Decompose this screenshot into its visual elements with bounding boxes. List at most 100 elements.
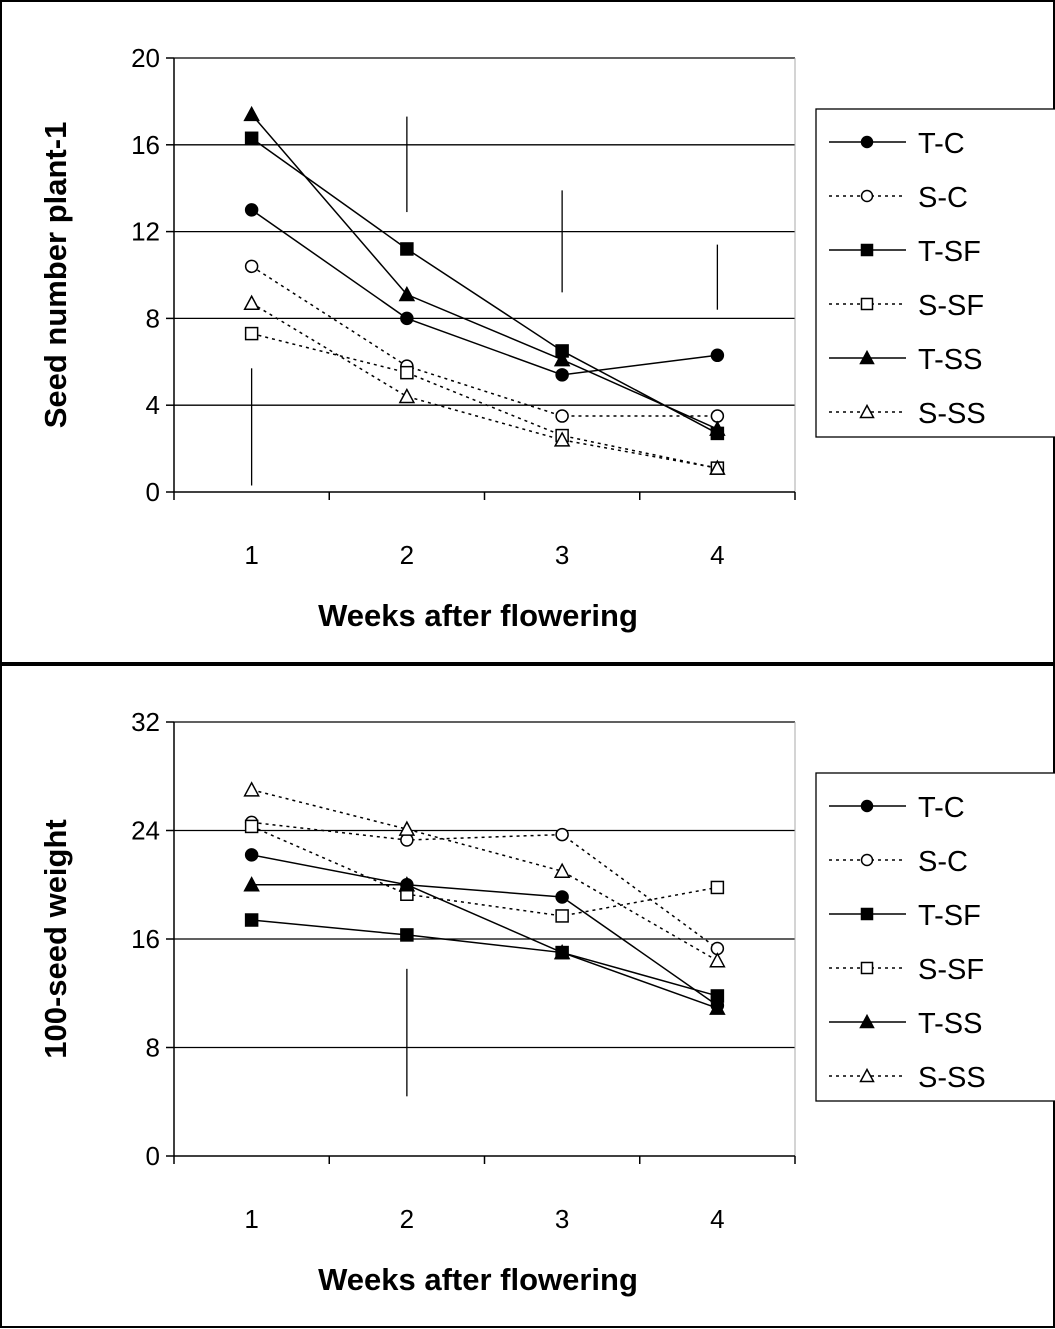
data-point-t-ss xyxy=(709,420,726,436)
data-point-s-ss xyxy=(709,952,726,968)
y-tick-label: 16 xyxy=(131,924,160,954)
x-tick-label: 2 xyxy=(400,1204,414,1234)
y-tick-label: 8 xyxy=(146,1033,160,1063)
data-point-s-ss xyxy=(243,294,260,310)
legend-label: S-SS xyxy=(918,398,986,430)
x-axis-title: Weeks after flowering xyxy=(318,1262,638,1297)
y-tick-label: 0 xyxy=(146,477,160,507)
data-point-s-sf xyxy=(555,909,569,923)
data-point-t-ss xyxy=(243,876,260,892)
y-tick-label: 24 xyxy=(131,816,160,846)
data-point-t-c xyxy=(244,203,259,217)
y-tick-label: 0 xyxy=(146,1141,160,1171)
legend-box xyxy=(815,772,1055,1102)
legend: T-C S-C T-SF S-SF T-SS S-SS xyxy=(815,772,1055,1102)
series-line-s-ss xyxy=(251,789,718,962)
data-point-t-ss xyxy=(243,105,260,122)
data-point-t-sf xyxy=(400,928,414,942)
legend-label: T-C xyxy=(918,792,965,824)
data-point-t-c xyxy=(555,890,569,904)
data-point-t-sf xyxy=(244,913,259,927)
legend-label: S-SF xyxy=(918,290,984,322)
data-point-t-c xyxy=(400,311,414,326)
legend-marker xyxy=(860,243,874,257)
data-point-t-c xyxy=(555,368,569,382)
x-tick-label: 4 xyxy=(710,1204,724,1234)
y-tick-label: 4 xyxy=(146,390,160,420)
legend-marker xyxy=(860,799,874,813)
data-point-s-ss xyxy=(398,387,416,404)
legend-label: S-C xyxy=(918,846,968,878)
y-axis-title: 100-seed weight xyxy=(38,819,73,1058)
data-point-t-sf xyxy=(244,131,259,146)
legend-marker xyxy=(859,403,875,419)
data-point-s-ss xyxy=(243,781,260,797)
data-point-s-ss xyxy=(709,459,726,475)
legend-marker xyxy=(860,135,874,149)
legend-marker xyxy=(860,297,874,311)
data-point-t-c xyxy=(710,348,725,363)
data-point-s-sf xyxy=(400,365,414,380)
data-point-s-c xyxy=(710,409,725,423)
x-tick-label: 3 xyxy=(555,1204,569,1234)
series-line-t-sf xyxy=(251,137,718,435)
y-tick-label: 8 xyxy=(146,303,160,333)
x-tick-label: 3 xyxy=(555,540,569,570)
data-point-t-ss xyxy=(553,351,571,367)
seed-weight-chart: 0 8 16 24 32 1 2 3 4 100-seed weight Weeks after… xyxy=(0,664,1055,1328)
data-point-s-ss xyxy=(553,431,571,447)
legend-label: T-C xyxy=(918,128,965,160)
y-tick-label: 20 xyxy=(131,43,160,73)
legend-label: S-SS xyxy=(918,1062,986,1094)
data-point-s-c xyxy=(244,259,259,274)
y-tick-label: 16 xyxy=(131,130,160,160)
y-tick-label: 12 xyxy=(131,217,160,247)
data-point-t-c xyxy=(244,848,259,862)
x-tick-label: 4 xyxy=(710,540,724,570)
series-line-t-ss xyxy=(251,884,718,1009)
legend-label: S-SF xyxy=(918,954,984,986)
legend-marker xyxy=(859,349,875,365)
legend-label: T-SF xyxy=(918,236,981,268)
legend-marker xyxy=(859,1067,875,1083)
legend-marker xyxy=(860,853,874,867)
series-line-t-sf xyxy=(251,919,718,997)
data-point-s-sf xyxy=(710,880,725,895)
legend: T-C S-C T-SF S-SF T-SS S-SS xyxy=(815,108,1055,438)
data-point-s-c xyxy=(555,827,569,842)
legend-marker xyxy=(859,1013,875,1029)
legend-box xyxy=(815,108,1055,438)
data-point-t-ss xyxy=(709,999,726,1015)
series-line-s-c xyxy=(251,821,718,950)
series-line-s-sf xyxy=(251,825,718,917)
x-tick-label: 1 xyxy=(244,540,258,570)
y-tick-label: 32 xyxy=(131,707,160,737)
data-point-s-ss xyxy=(398,820,416,836)
data-point-t-ss xyxy=(398,876,416,892)
series-line-t-c xyxy=(251,854,718,1007)
series-line-s-sf xyxy=(251,332,718,469)
y-axis-title: Seed number plant-1 xyxy=(38,122,73,429)
data-point-s-c xyxy=(555,409,569,423)
legend-marker xyxy=(860,907,874,921)
data-point-s-sf xyxy=(244,326,259,341)
x-tick-label: 2 xyxy=(400,540,414,570)
x-axis-title: Weeks after flowering xyxy=(318,598,638,633)
legend-label: T-SS xyxy=(918,344,982,376)
data-point-s-ss xyxy=(553,862,571,878)
series-line-t-c xyxy=(251,209,718,376)
legend-marker xyxy=(860,961,874,975)
series-line-t-ss xyxy=(251,113,718,430)
legend-label: T-SF xyxy=(918,900,981,932)
legend-label: T-SS xyxy=(918,1008,982,1040)
x-tick-label: 1 xyxy=(244,1204,258,1234)
data-point-s-sf xyxy=(244,819,259,834)
data-point-t-ss xyxy=(553,943,571,960)
series-line-s-ss xyxy=(251,302,718,469)
legend-marker xyxy=(860,189,874,203)
legend-label: S-C xyxy=(918,182,968,214)
data-point-t-sf xyxy=(400,242,414,256)
data-point-t-ss xyxy=(398,285,416,302)
series-line-s-c xyxy=(251,265,718,417)
